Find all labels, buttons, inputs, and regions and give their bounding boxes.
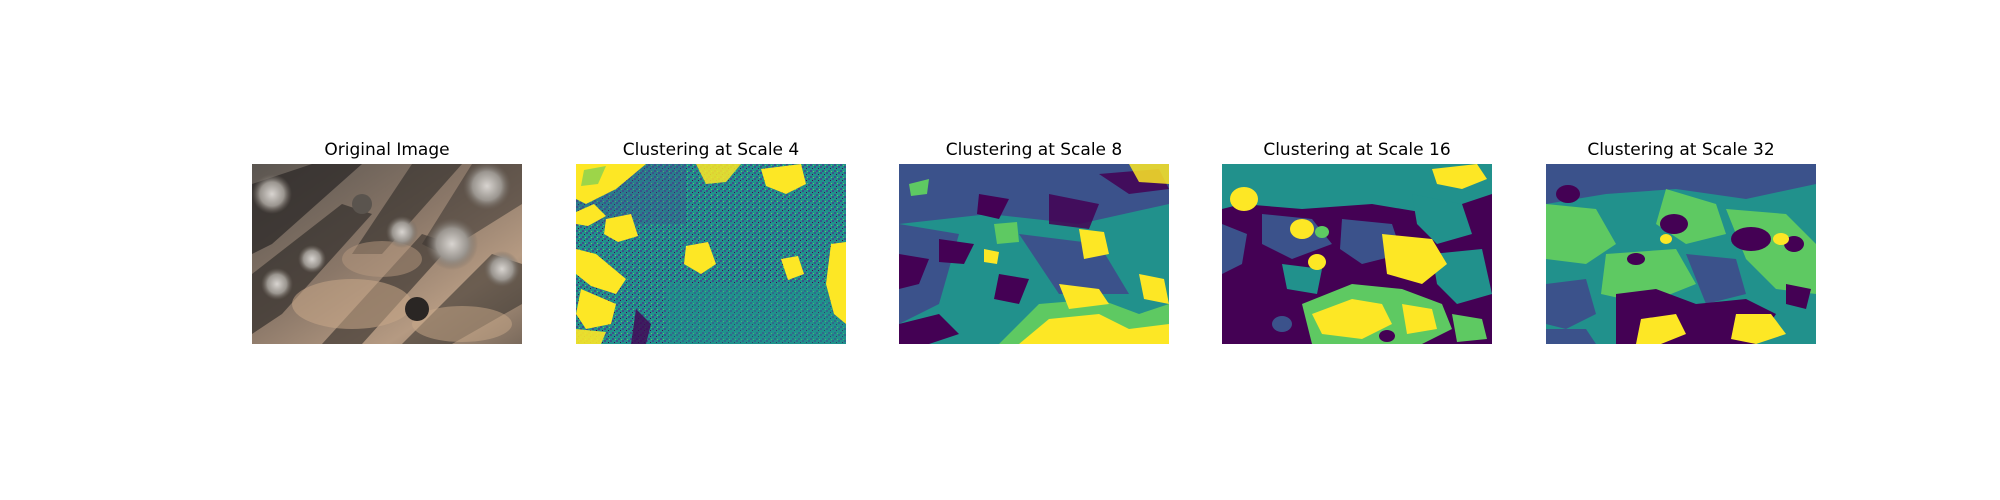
panel-title-scale-4: Clustering at Scale 4	[622, 140, 800, 160]
panel-title-scale-16: Clustering at Scale 16	[1263, 140, 1451, 160]
panel-title-scale-8: Clustering at Scale 8	[945, 140, 1123, 160]
cluster-map-scale-4	[576, 164, 846, 344]
cluster-map-scale-16	[1222, 164, 1492, 344]
panel-title-scale-32: Clustering at Scale 32	[1587, 140, 1775, 160]
original-aerial-image	[252, 164, 522, 344]
cluster-map-scale-8	[899, 164, 1169, 344]
panel-title-original: Original Image	[324, 140, 450, 160]
cluster-map-scale-32	[1546, 164, 1816, 344]
